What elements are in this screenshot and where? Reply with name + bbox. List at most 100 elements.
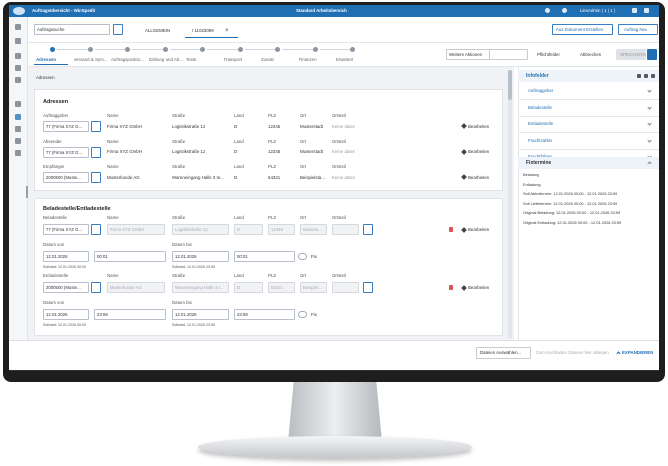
icon-button[interactable]	[91, 282, 101, 293]
step-icon[interactable]	[275, 47, 280, 52]
edit-link[interactable]: Bearbeiten	[468, 174, 490, 180]
button[interactable]	[618, 24, 658, 35]
panel-icon[interactable]	[637, 74, 641, 78]
step-icon[interactable]	[50, 47, 55, 52]
icon-button[interactable]	[91, 224, 101, 235]
top-icon[interactable]	[562, 8, 567, 13]
user-name[interactable]: LiesAdmin | 1 | 1 |	[580, 8, 615, 13]
sidebar-icon[interactable]	[15, 77, 21, 83]
time-field[interactable]: 23:59	[234, 309, 295, 320]
sidebar-icon[interactable]	[15, 126, 21, 132]
file-button-label[interactable]: Dateien Auswählen...	[480, 350, 522, 355]
dropdown[interactable]	[446, 49, 528, 60]
top-icon[interactable]	[632, 8, 637, 13]
step-label[interactable]: Erweitert	[336, 57, 354, 62]
step-label[interactable]: Adressen	[36, 57, 57, 62]
toggle[interactable]	[298, 311, 307, 318]
step-icon[interactable]	[87, 47, 93, 52]
icon-button[interactable]	[363, 282, 373, 293]
tab[interactable]: I 11023099	[192, 28, 214, 33]
field[interactable]: Beispiel...	[300, 282, 327, 293]
top-icon[interactable]	[644, 8, 649, 13]
time-field[interactable]: 00:01	[94, 251, 166, 262]
edit-link[interactable]: Bearbeiten	[468, 285, 490, 290]
delete-icon[interactable]	[449, 227, 453, 232]
id-field[interactable]: 77 (Firma XYZ G...	[43, 121, 89, 132]
sidebar-icon[interactable]	[15, 53, 21, 59]
save-label[interactable]: SPEICHERN	[620, 52, 646, 57]
time-field[interactable]: 00:01	[234, 251, 295, 262]
panel-icon[interactable]	[651, 74, 655, 78]
field[interactable]	[332, 224, 359, 235]
sidebar-icon[interactable]	[15, 24, 21, 30]
field[interactable]: 12345	[268, 224, 295, 235]
field[interactable]: 54321	[268, 282, 295, 293]
edit-link[interactable]: Bearbeiten	[468, 149, 490, 154]
save-arrow[interactable]	[647, 49, 657, 60]
step-label[interactable]: Versand & Sym...	[73, 57, 108, 62]
edit-link[interactable]: Bearbeiten	[468, 123, 490, 129]
field[interactable]: Musterkunde AG	[107, 282, 165, 293]
id-field[interactable]: 2000500 (Muste...	[43, 282, 89, 293]
date-field[interactable]: 12.01.2026	[172, 309, 229, 320]
step-icon[interactable]	[350, 47, 355, 52]
step-label[interactable]: Zusatz	[261, 57, 275, 62]
step-icon[interactable]	[162, 47, 168, 52]
field[interactable]	[332, 282, 359, 293]
step-label[interactable]: Zahlung und Ab...	[148, 57, 183, 62]
step-label[interactable]: Finanzen	[298, 57, 317, 62]
edit-link[interactable]: Bearbeiten	[468, 227, 490, 232]
sidebar-icon[interactable]	[15, 114, 21, 120]
step-label[interactable]: Transport	[223, 57, 243, 62]
time-field[interactable]: 23:59	[94, 309, 166, 320]
icon-button[interactable]	[91, 172, 101, 183]
date-field[interactable]: 12.01.2026	[172, 251, 229, 262]
field[interactable]: Firma XYZ GmbH	[107, 224, 165, 235]
tab[interactable]: ALLGEMEIN	[145, 28, 171, 33]
icon-button[interactable]	[91, 121, 101, 132]
expand-button[interactable]: EXPANDIEREN	[622, 350, 654, 355]
delete-icon[interactable]	[449, 285, 453, 290]
field[interactable]: Musters...	[300, 224, 327, 235]
action[interactable]: Abbrechen	[580, 52, 602, 57]
field[interactable]: D	[234, 224, 263, 235]
field[interactable]: Wareneingang Halle 3 I...	[172, 282, 229, 293]
icon-button[interactable]	[363, 224, 373, 235]
sidebar-icon[interactable]	[15, 38, 21, 44]
sidebar-icon[interactable]	[15, 65, 21, 71]
dropdown-label[interactable]: Weitere Aktionen	[449, 52, 483, 57]
field[interactable]: D	[234, 282, 263, 293]
date-field[interactable]: 12.01.2026	[43, 309, 89, 320]
step-icon[interactable]	[312, 47, 318, 52]
sidebar-icon[interactable]	[15, 150, 21, 156]
sidebar-icon[interactable]	[15, 138, 21, 144]
button-label[interactable]: Auftrag Neu	[624, 27, 648, 32]
search-input[interactable]: Auftragssuche	[34, 24, 110, 35]
id-field[interactable]: 2000500 (Muste...	[43, 172, 89, 183]
top-icon[interactable]	[545, 8, 550, 13]
sidebar-icon[interactable]	[15, 101, 21, 107]
id-field[interactable]: 77 (Firma XYZ G...	[43, 146, 89, 158]
toggle[interactable]	[298, 253, 307, 260]
step-label[interactable]: Texte	[186, 57, 197, 62]
save-button[interactable]	[616, 49, 646, 60]
field[interactable]: Logistikstraße 12	[172, 224, 229, 235]
step-label[interactable]: Auftragspositio...	[111, 57, 144, 62]
date-field[interactable]: 12.01.2026	[43, 251, 89, 262]
action[interactable]: Pflichtfelder	[537, 52, 560, 57]
file-button[interactable]	[476, 347, 531, 359]
icon-button[interactable]	[113, 24, 123, 35]
info-item[interactable]: Beladestelle	[528, 104, 552, 110]
step-icon[interactable]	[200, 47, 205, 52]
info-item[interactable]: Frachtführer	[528, 154, 552, 160]
button[interactable]	[552, 24, 613, 35]
info-item[interactable]: Auftraggeber	[528, 88, 554, 93]
icon-button[interactable]	[91, 146, 101, 158]
step-icon[interactable]	[237, 47, 243, 52]
panel-icon[interactable]	[644, 74, 648, 78]
id-field[interactable]: 77 (Firma XYZ G...	[43, 224, 89, 235]
info-item[interactable]: Frachtzahler	[528, 137, 553, 143]
button-label[interactable]: Aus Dokument Erstellen	[556, 27, 604, 32]
step-icon[interactable]	[125, 47, 130, 52]
info-item[interactable]: Entladestelle	[528, 121, 554, 126]
